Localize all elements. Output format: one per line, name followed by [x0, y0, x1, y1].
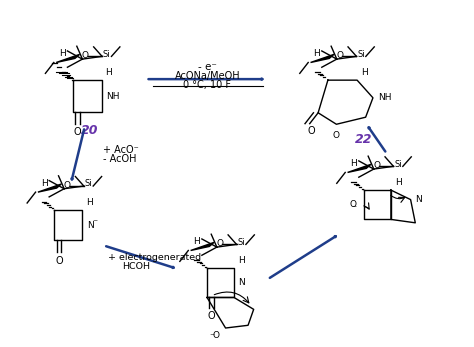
Text: H: H	[86, 198, 93, 207]
Text: H: H	[350, 159, 357, 168]
Text: Si: Si	[394, 160, 402, 169]
Text: H: H	[238, 256, 245, 265]
Text: O: O	[350, 200, 357, 209]
Text: H: H	[41, 179, 47, 188]
Text: O: O	[73, 127, 81, 137]
Text: 20: 20	[81, 124, 98, 137]
Text: H: H	[313, 49, 320, 58]
Text: O: O	[213, 331, 220, 340]
Text: ⁻: ⁻	[352, 204, 357, 214]
Text: + electrogenerated: + electrogenerated	[108, 253, 201, 262]
Text: - AcOH: - AcOH	[103, 154, 137, 164]
Text: O: O	[373, 161, 380, 170]
Text: Si: Si	[85, 179, 92, 188]
Text: H: H	[395, 178, 401, 187]
Text: O: O	[333, 131, 340, 140]
Text: Si: Si	[103, 50, 110, 59]
Text: N: N	[238, 278, 245, 287]
Polygon shape	[310, 54, 334, 62]
Text: AcONa/MeOH: AcONa/MeOH	[175, 71, 240, 81]
Polygon shape	[38, 184, 61, 192]
Text: 0 °C, 10 F: 0 °C, 10 F	[183, 80, 231, 90]
Text: ⁻: ⁻	[93, 219, 98, 229]
Text: O: O	[216, 239, 223, 248]
Text: O: O	[82, 51, 89, 60]
Polygon shape	[56, 54, 80, 62]
Text: - e⁻: - e⁻	[198, 62, 217, 72]
Text: O: O	[208, 311, 216, 321]
Text: H: H	[361, 68, 368, 77]
Text: Si: Si	[357, 50, 365, 59]
Text: N: N	[415, 195, 422, 204]
Text: ⁻: ⁻	[209, 332, 214, 342]
Text: O: O	[336, 51, 343, 60]
Text: NH: NH	[107, 92, 120, 101]
Text: H: H	[59, 49, 65, 58]
Text: NH: NH	[378, 93, 391, 102]
Text: N: N	[87, 221, 94, 230]
Text: H: H	[106, 68, 112, 77]
Text: 22: 22	[355, 133, 372, 146]
Text: H: H	[193, 237, 200, 246]
Polygon shape	[347, 164, 371, 172]
Text: HCOH: HCOH	[122, 262, 150, 271]
Text: O: O	[64, 181, 71, 190]
Text: O: O	[308, 126, 315, 136]
Text: + AcO⁻: + AcO⁻	[103, 145, 139, 155]
Text: Si: Si	[237, 238, 245, 247]
Text: O: O	[55, 256, 63, 265]
Polygon shape	[191, 242, 214, 251]
